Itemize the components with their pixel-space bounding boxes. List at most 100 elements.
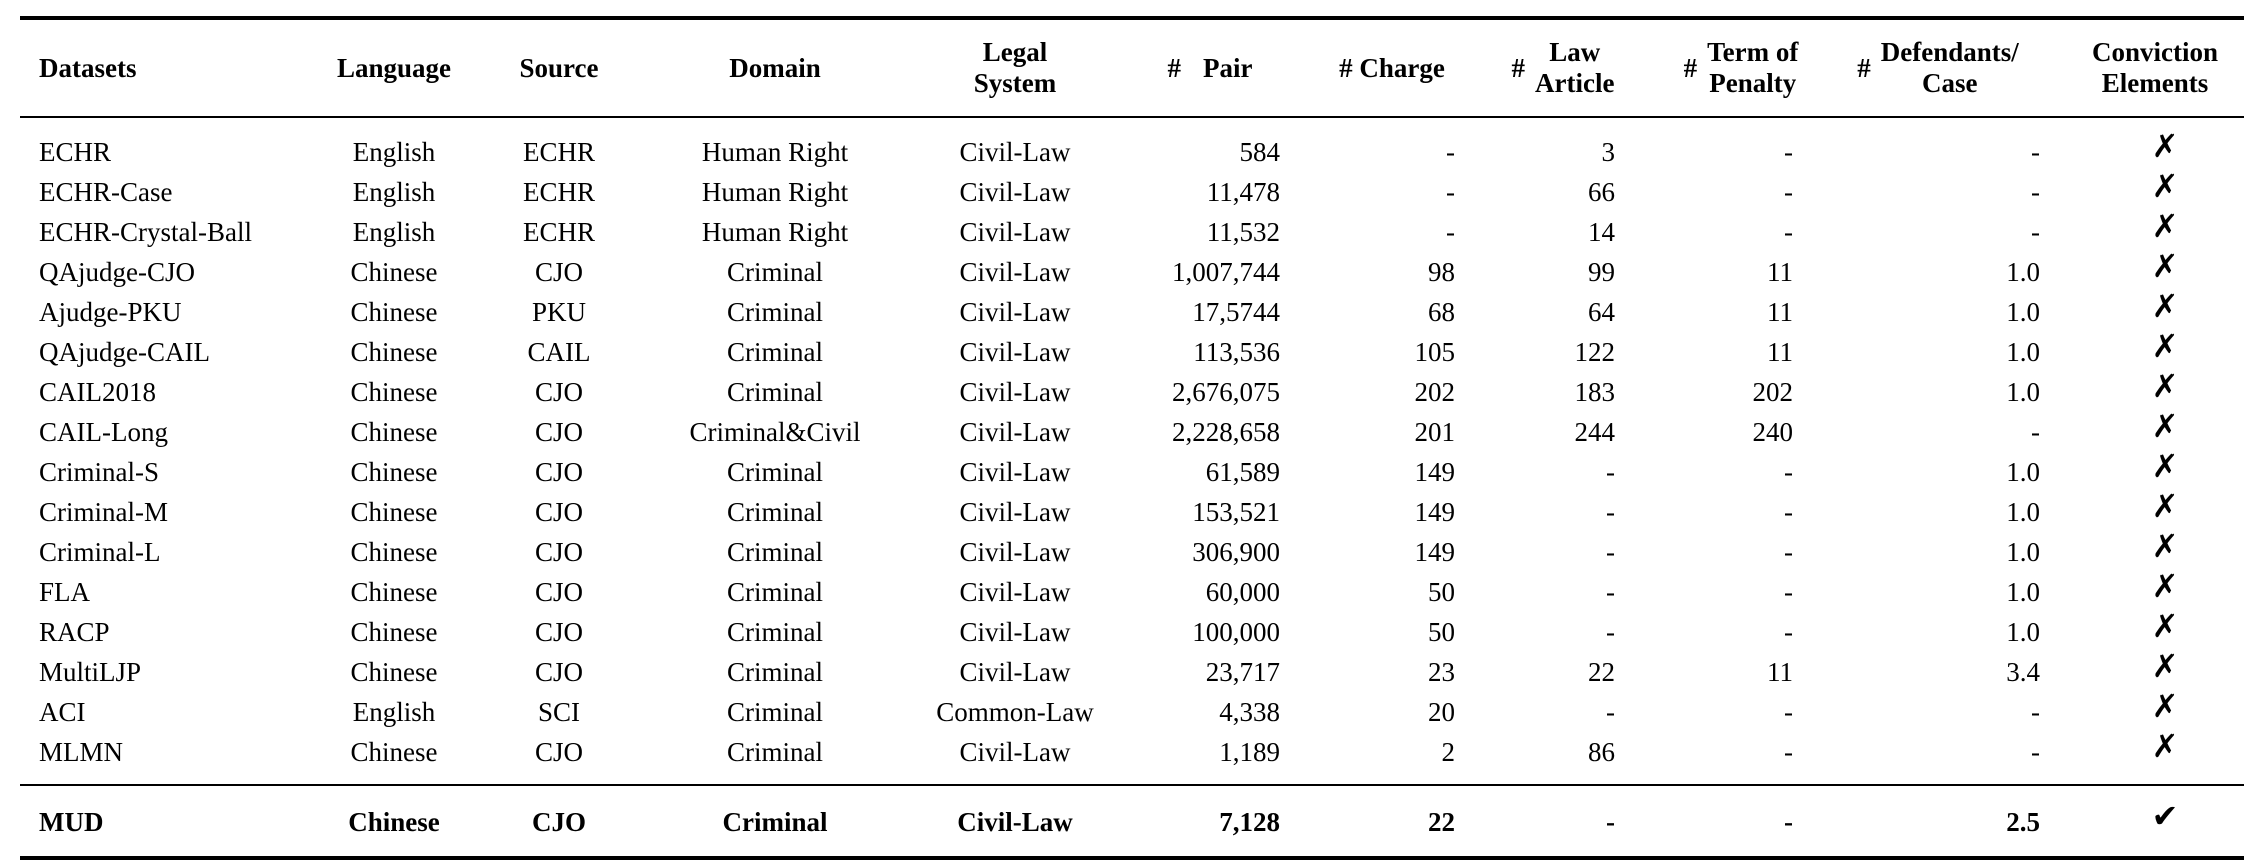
- cell-conviction: ✗: [2151, 607, 2179, 645]
- cell-legal-system: Civil-Law: [959, 417, 1071, 447]
- cell-legal-system: Civil-Law: [959, 617, 1071, 647]
- header-term-of-penalty-line2: Penalty: [1709, 68, 1797, 98]
- cell-charge: 105: [1414, 337, 1456, 367]
- cell-term: 11: [1767, 337, 1793, 367]
- cell-term: -: [1784, 497, 1793, 527]
- cell-language: Chinese: [350, 257, 438, 287]
- cell-law-article: 244: [1574, 417, 1616, 447]
- cell-law-article: 64: [1588, 297, 1615, 327]
- cell-source: CAIL: [527, 337, 591, 367]
- header-pair: # Pair: [1130, 20, 1290, 116]
- table-row: FLA Chinese CJO Criminal Civil-Law 60,000 50 - -…: [20, 569, 2244, 612]
- cell-source: CJO: [534, 497, 583, 527]
- table-row: ECHR-Crystal-Ball English ECHR Human Right C…: [20, 209, 2244, 252]
- top-rule: [20, 16, 2244, 20]
- header-law-article-line1: Law: [1549, 37, 1601, 67]
- cell-dataset: ACI: [39, 697, 86, 727]
- cell-dataset: QAjudge-CJO: [39, 257, 195, 287]
- cell-pair: 4,338: [1219, 697, 1280, 727]
- cell-term: -: [1784, 697, 1793, 727]
- cell-pair: 2,676,075: [1172, 377, 1280, 407]
- cell-dataset: Criminal-M: [39, 497, 168, 527]
- cell-conviction: ✗: [2151, 327, 2179, 365]
- cell-language: Chinese: [350, 537, 438, 567]
- cell-conviction: ✗: [2151, 247, 2179, 285]
- header-term-of-penalty-line1: Term of: [1707, 37, 1799, 67]
- cell-legal-system: Civil-Law: [959, 537, 1071, 567]
- cell-domain: Criminal: [727, 617, 823, 647]
- table-row: MultiLJP Chinese CJO Criminal Civil-Law 23,71…: [20, 647, 2244, 692]
- cell-conviction: ✗: [2151, 647, 2179, 685]
- cell-language: Chinese: [350, 377, 438, 407]
- cell-charge: 68: [1428, 297, 1455, 327]
- table-row: ACI English SCI Criminal Common-Law 4,338 20 - -…: [20, 689, 2244, 732]
- cell-conviction: ✔: [2151, 797, 2179, 835]
- cell-domain: Criminal: [727, 377, 823, 407]
- cell-source: CJO: [534, 257, 583, 287]
- header-law-article-line2: Article: [1535, 68, 1615, 98]
- table-row: CAIL-Long Chinese CJO Criminal&Civil Civil-L…: [20, 409, 2244, 452]
- header-term-of-penalty: # Term of Penalty: [1656, 20, 1826, 116]
- cell-defendants: -: [2031, 217, 2040, 247]
- header-legal-system: Legal System: [900, 20, 1130, 116]
- cell-pair: 153,521: [1192, 497, 1280, 527]
- header-datasets: Datasets: [39, 52, 137, 83]
- cell-charge: 50: [1428, 617, 1455, 647]
- cell-legal-system: Civil-Law: [959, 497, 1071, 527]
- table-row: RACP Chinese CJO Criminal Civil-Law 100,000 50…: [20, 607, 2244, 652]
- cell-charge: 149: [1414, 537, 1456, 567]
- table-body: ECHR English ECHR Human Right Civil-Law 584 - 3…: [20, 118, 2244, 784]
- cell-language: Chinese: [350, 657, 438, 687]
- cell-charge: 98: [1428, 257, 1455, 287]
- cell-language: Chinese: [348, 807, 440, 837]
- header-defendants-case-hash: #: [1857, 52, 1871, 83]
- cell-legal-system: Civil-Law: [959, 177, 1071, 207]
- cell-pair: 11,478: [1206, 177, 1280, 207]
- cell-dataset: CAIL2018: [39, 377, 156, 407]
- cell-law-article: 99: [1588, 257, 1615, 287]
- cell-legal-system: Civil-Law: [959, 257, 1071, 287]
- cell-source: ECHR: [522, 177, 595, 207]
- cell-law-article: 66: [1588, 177, 1615, 207]
- cell-dataset: MLMN: [39, 737, 124, 767]
- cell-conviction: ✗: [2151, 527, 2179, 565]
- cell-language: English: [352, 177, 436, 207]
- cell-law-article: -: [1606, 807, 1615, 837]
- cell-defendants: -: [2031, 737, 2040, 767]
- table-row: ECHR-Case English ECHR Human Right Civil-Law…: [20, 167, 2244, 212]
- cell-defendants: -: [2031, 697, 2040, 727]
- cell-domain: Criminal: [727, 457, 823, 487]
- header-source: Source: [519, 52, 599, 83]
- cell-law-article: -: [1606, 577, 1615, 607]
- cell-term: -: [1784, 617, 1793, 647]
- cell-legal-system: Civil-Law: [959, 137, 1071, 167]
- cell-source: ECHR: [522, 217, 595, 247]
- cell-source: CJO: [534, 537, 583, 567]
- cell-pair: 11,532: [1206, 217, 1280, 247]
- cell-language: English: [352, 217, 436, 247]
- cell-dataset: MultiLJP: [39, 657, 142, 687]
- cell-source: CJO: [534, 457, 583, 487]
- cell-term: 11: [1767, 297, 1793, 327]
- cell-term: 202: [1752, 377, 1794, 407]
- cell-source: SCI: [537, 697, 581, 727]
- cell-charge: 50: [1428, 577, 1455, 607]
- cell-pair: 306,900: [1192, 537, 1280, 567]
- cell-defendants: 1.0: [2006, 377, 2040, 407]
- table-row: Criminal-L Chinese CJO Criminal Civil-Law 306…: [20, 527, 2244, 572]
- cell-defendants: 1.0: [2006, 577, 2040, 607]
- cell-dataset: ECHR-Crystal-Ball: [39, 217, 252, 247]
- cell-pair: 113,536: [1193, 337, 1280, 367]
- cell-domain: Criminal: [727, 697, 823, 727]
- bottom-rule: [20, 856, 2244, 860]
- cell-term: -: [1784, 737, 1793, 767]
- final-row: MUD Chinese CJO Criminal Civil-Law 7,128 22 - - 2…: [20, 797, 2244, 842]
- cell-pair: 60,000: [1205, 577, 1280, 607]
- cell-conviction: ✗: [2151, 447, 2179, 485]
- table-row: ECHR English ECHR Human Right Civil-Law 584 - 3…: [20, 129, 2244, 172]
- cell-conviction: ✗: [2151, 167, 2179, 205]
- cell-pair: 584: [1239, 137, 1281, 167]
- cell-language: Chinese: [350, 497, 438, 527]
- header-charge: # Charge: [1339, 52, 1445, 83]
- cell-source: PKU: [531, 297, 586, 327]
